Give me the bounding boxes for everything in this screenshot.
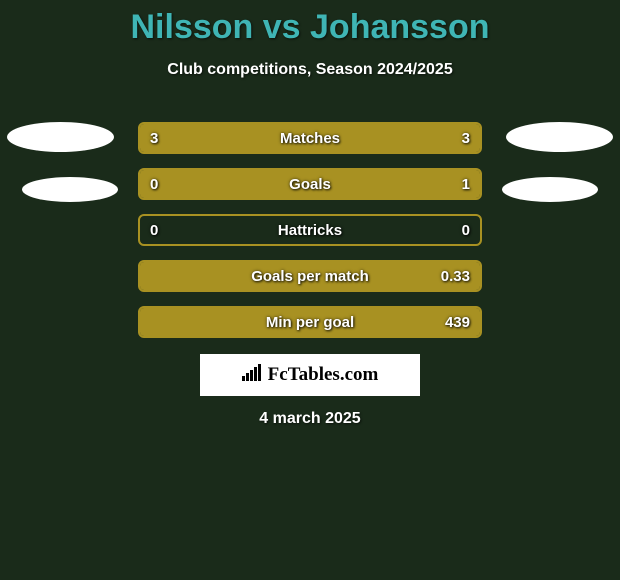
- stat-row: 0Goals1: [138, 168, 482, 200]
- stat-label: Hattricks: [140, 216, 480, 244]
- stat-value-right: 3: [462, 124, 470, 152]
- stat-row: Min per goal439: [138, 306, 482, 338]
- player-left-avatar-1: [7, 122, 114, 152]
- stat-value-right: 0: [462, 216, 470, 244]
- stat-row: Goals per match0.33: [138, 260, 482, 292]
- stat-row: 0Hattricks0: [138, 214, 482, 246]
- brand-box: FcTables.com: [200, 354, 420, 396]
- page-subtitle: Club competitions, Season 2024/2025: [0, 61, 620, 79]
- bars-icon: [242, 364, 264, 386]
- player-left-avatar-2: [22, 177, 118, 202]
- stat-label: Goals: [140, 170, 480, 198]
- player-right-avatar-2: [502, 177, 598, 202]
- stat-value-right: 439: [445, 308, 470, 336]
- date-label: 4 march 2025: [0, 410, 620, 428]
- stat-label: Min per goal: [140, 308, 480, 336]
- brand-label: FcTables.com: [268, 364, 379, 386]
- stat-row: 3Matches3: [138, 122, 482, 154]
- stat-label: Goals per match: [140, 262, 480, 290]
- page-title: Nilsson vs Johansson: [0, 0, 620, 47]
- stat-value-right: 1: [462, 170, 470, 198]
- stat-value-right: 0.33: [441, 262, 470, 290]
- player-right-avatar-1: [506, 122, 613, 152]
- stat-label: Matches: [140, 124, 480, 152]
- stats-container: 3Matches30Goals10Hattricks0Goals per mat…: [138, 122, 482, 352]
